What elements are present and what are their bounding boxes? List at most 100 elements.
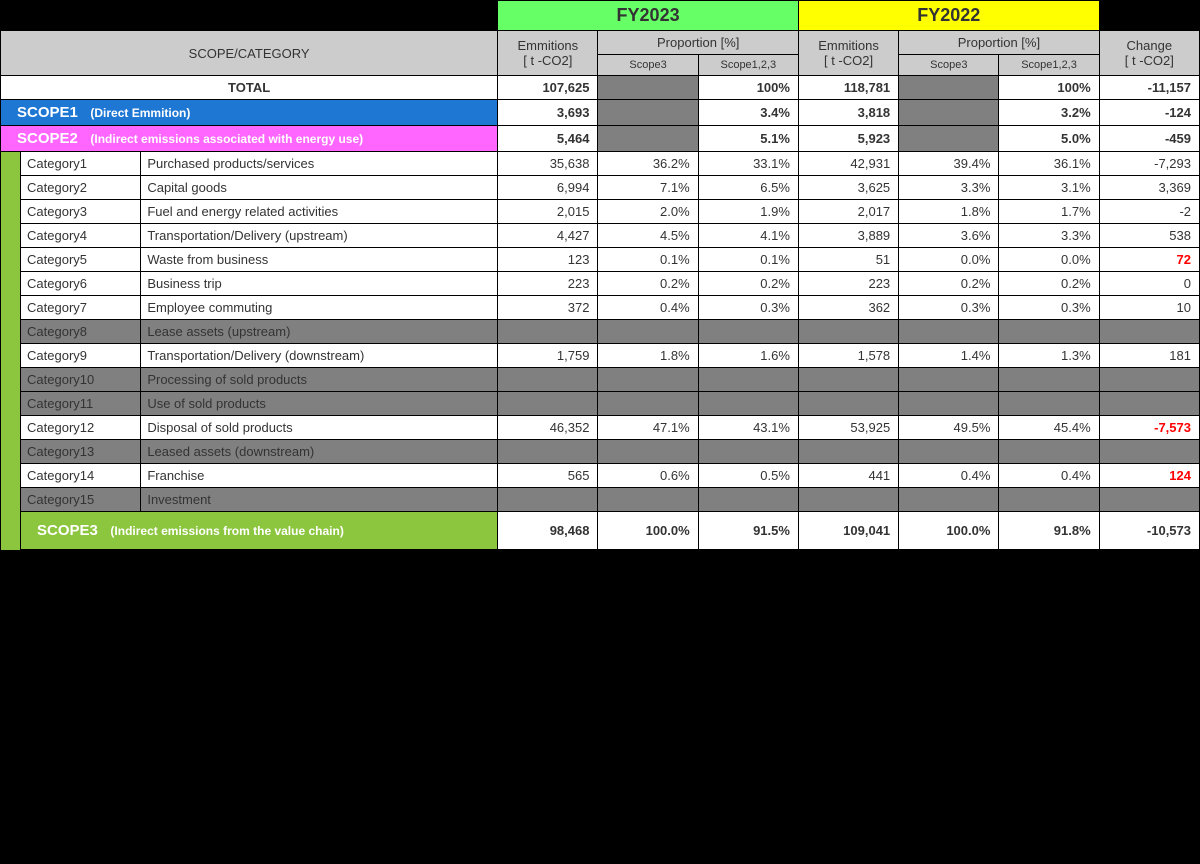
cat7-e22: 362 bbox=[798, 296, 898, 320]
cat12-e22: 53,925 bbox=[798, 416, 898, 440]
scope3-stripe bbox=[1, 152, 21, 550]
cat7-chg: 10 bbox=[1099, 296, 1199, 320]
cat13-code: Category13 bbox=[21, 440, 141, 464]
cat3-p23-s3: 2.0% bbox=[598, 200, 698, 224]
scope3-p22-all: 91.8% bbox=[999, 512, 1099, 550]
row-cat10: Category10 Processing of sold products bbox=[1, 368, 1200, 392]
cat1-p23-s3: 36.2% bbox=[598, 152, 698, 176]
scope3-p23-s3: 100.0% bbox=[598, 512, 698, 550]
cat2-e23: 6,994 bbox=[498, 176, 598, 200]
cat7-code: Category7 bbox=[21, 296, 141, 320]
row-cat7: Category7 Employee commuting 372 0.4% 0.… bbox=[1, 296, 1200, 320]
cat14-code: Category14 bbox=[21, 464, 141, 488]
cat3-e22: 2,017 bbox=[798, 200, 898, 224]
total-label: TOTAL bbox=[1, 76, 498, 100]
cat7-name: Employee commuting bbox=[141, 296, 498, 320]
cat14-e23: 565 bbox=[498, 464, 598, 488]
header-proportion-2022: Proportion [%] bbox=[899, 31, 1099, 55]
cat14-p22-all: 0.4% bbox=[999, 464, 1099, 488]
cat5-p23-all: 0.1% bbox=[698, 248, 798, 272]
cat6-p23-all: 0.2% bbox=[698, 272, 798, 296]
cat3-p23-all: 1.9% bbox=[698, 200, 798, 224]
cat4-p23-all: 4.1% bbox=[698, 224, 798, 248]
scope3-p23-all: 91.5% bbox=[698, 512, 798, 550]
cat9-chg: 181 bbox=[1099, 344, 1199, 368]
row-cat9: Category9 Transportation/Delivery (downs… bbox=[1, 344, 1200, 368]
scope1-e23: 3,693 bbox=[498, 100, 598, 126]
cat7-p23-all: 0.3% bbox=[698, 296, 798, 320]
cat5-e23: 123 bbox=[498, 248, 598, 272]
cat10-code: Category10 bbox=[21, 368, 141, 392]
cat9-e23: 1,759 bbox=[498, 344, 598, 368]
header-change: Change[ t -CO2] bbox=[1099, 31, 1199, 76]
cat4-name: Transportation/Delivery (upstream) bbox=[141, 224, 498, 248]
cat14-p23-s3: 0.6% bbox=[598, 464, 698, 488]
cat5-p22-all: 0.0% bbox=[999, 248, 1099, 272]
cat4-chg: 538 bbox=[1099, 224, 1199, 248]
scope1-chg: -124 bbox=[1099, 100, 1199, 126]
header-scope123-2023: Scope1,2,3 bbox=[698, 55, 798, 76]
row-scope3: SCOPE3 (Indirect emissions from the valu… bbox=[1, 512, 1200, 550]
header-scope-category: SCOPE/CATEGORY bbox=[1, 31, 498, 76]
cat3-p22-s3: 1.8% bbox=[899, 200, 999, 224]
cat2-p22-all: 3.1% bbox=[999, 176, 1099, 200]
total-p22-all: 100% bbox=[999, 76, 1099, 100]
cat3-chg: -2 bbox=[1099, 200, 1199, 224]
scope3-p22-s3: 100.0% bbox=[899, 512, 999, 550]
total-p23-s3 bbox=[598, 76, 698, 100]
cat6-code: Category6 bbox=[21, 272, 141, 296]
cat4-p23-s3: 4.5% bbox=[598, 224, 698, 248]
cat2-chg: 3,369 bbox=[1099, 176, 1199, 200]
cat5-name: Waste from business bbox=[141, 248, 498, 272]
header-proportion-2023: Proportion [%] bbox=[598, 31, 798, 55]
cat6-e22: 223 bbox=[798, 272, 898, 296]
scope2-p23-s3 bbox=[598, 126, 698, 152]
header-emissions-2023: Emmitions[ t -CO2] bbox=[498, 31, 598, 76]
cat2-p23-all: 6.5% bbox=[698, 176, 798, 200]
cat7-p23-s3: 0.4% bbox=[598, 296, 698, 320]
row-cat8: Category8 Lease assets (upstream) bbox=[1, 320, 1200, 344]
cat6-p22-all: 0.2% bbox=[999, 272, 1099, 296]
cat5-code: Category5 bbox=[21, 248, 141, 272]
cat10-name: Processing of sold products bbox=[141, 368, 498, 392]
header-emissions-2022: Emmitions[ t -CO2] bbox=[798, 31, 898, 76]
cat9-p23-s3: 1.8% bbox=[598, 344, 698, 368]
scope1-label: SCOPE1 (Direct Emmition) bbox=[1, 100, 498, 126]
cat14-chg: 124 bbox=[1099, 464, 1199, 488]
scope1-p23-all: 3.4% bbox=[698, 100, 798, 126]
cat2-name: Capital goods bbox=[141, 176, 498, 200]
row-cat13: Category13 Leased assets (downstream) bbox=[1, 440, 1200, 464]
scope2-label: SCOPE2 (Indirect emissions associated wi… bbox=[1, 126, 498, 152]
cat12-p22-all: 45.4% bbox=[999, 416, 1099, 440]
row-cat15: Category15 Investment bbox=[1, 488, 1200, 512]
cat14-e22: 441 bbox=[798, 464, 898, 488]
cat9-p23-all: 1.6% bbox=[698, 344, 798, 368]
cat3-p22-all: 1.7% bbox=[999, 200, 1099, 224]
cat11-name: Use of sold products bbox=[141, 392, 498, 416]
scope3-chg: -10,573 bbox=[1099, 512, 1199, 550]
cat3-code: Category3 bbox=[21, 200, 141, 224]
cat4-e22: 3,889 bbox=[798, 224, 898, 248]
cat15-code: Category15 bbox=[21, 488, 141, 512]
row-scope2: SCOPE2 (Indirect emissions associated wi… bbox=[1, 126, 1200, 152]
cat9-code: Category9 bbox=[21, 344, 141, 368]
cat6-chg: 0 bbox=[1099, 272, 1199, 296]
scope2-p22-all: 5.0% bbox=[999, 126, 1099, 152]
row-cat6: Category6 Business trip 223 0.2% 0.2% 22… bbox=[1, 272, 1200, 296]
cat9-name: Transportation/Delivery (downstream) bbox=[141, 344, 498, 368]
row-cat1: Category1 Purchased products/services 35… bbox=[1, 152, 1200, 176]
cat6-p23-s3: 0.2% bbox=[598, 272, 698, 296]
header-blank2 bbox=[1099, 1, 1199, 31]
scope2-chg: -459 bbox=[1099, 126, 1199, 152]
row-cat14: Category14 Franchise 565 0.6% 0.5% 441 0… bbox=[1, 464, 1200, 488]
row-cat12: Category12 Disposal of sold products 46,… bbox=[1, 416, 1200, 440]
cat6-p22-s3: 0.2% bbox=[899, 272, 999, 296]
cat5-chg: 72 bbox=[1099, 248, 1199, 272]
cat13-name: Leased assets (downstream) bbox=[141, 440, 498, 464]
cat9-p22-s3: 1.4% bbox=[899, 344, 999, 368]
total-p23-all: 100% bbox=[698, 76, 798, 100]
row-scope1: SCOPE1 (Direct Emmition) 3,693 3.4% 3,81… bbox=[1, 100, 1200, 126]
cat3-name: Fuel and energy related activities bbox=[141, 200, 498, 224]
header-scope3-2023: Scope3 bbox=[598, 55, 698, 76]
cat1-code: Category1 bbox=[21, 152, 141, 176]
